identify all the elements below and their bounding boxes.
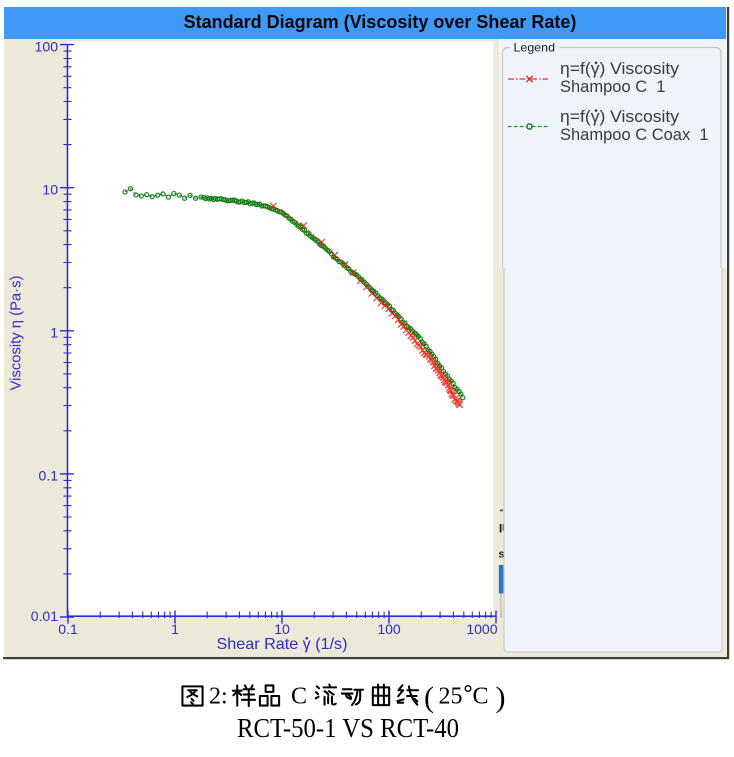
svg-text:C: C [473, 684, 489, 710]
svg-text:C: C [291, 684, 307, 710]
svg-text:100: 100 [35, 39, 59, 55]
svg-text:25: 25 [439, 684, 463, 710]
svg-text:1000: 1000 [466, 621, 497, 637]
svg-text:0.01: 0.01 [31, 608, 58, 624]
svg-text:η=f(γ) Viscosity: η=f(γ) Viscosity [560, 108, 680, 126]
svg-text:(: ( [424, 681, 434, 714]
svg-text:η=f(γ) Viscosity: η=f(γ) Viscosity [560, 60, 680, 78]
svg-text:Viscosity η (Pa·s): Viscosity η (Pa·s) [9, 276, 25, 391]
svg-text:10: 10 [42, 182, 58, 198]
svg-text:0.1: 0.1 [39, 468, 59, 484]
svg-text:Legend: Legend [514, 41, 556, 55]
svg-text:): ) [496, 681, 506, 714]
svg-text:100: 100 [377, 621, 401, 637]
svg-text:2:: 2: [209, 684, 228, 710]
svg-text:Shampoo C 1: Shampoo C 1 [560, 78, 665, 96]
svg-text:Shampoo C Coax 1: Shampoo C Coax 1 [560, 126, 709, 144]
svg-text:RCT-50-1 VS RCT-40: RCT-50-1 VS RCT-40 [237, 713, 459, 743]
svg-text:1: 1 [171, 621, 179, 637]
svg-text:Standard Diagram (Viscosity ov: Standard Diagram (Viscosity over Shear R… [184, 12, 577, 32]
svg-text:0.1: 0.1 [58, 621, 78, 637]
svg-text:s: s [499, 549, 505, 561]
svg-text:10: 10 [274, 621, 290, 637]
svg-text:Shear Rate γ (1/s): Shear Rate γ (1/s) [217, 636, 348, 653]
svg-text:1: 1 [50, 325, 58, 341]
